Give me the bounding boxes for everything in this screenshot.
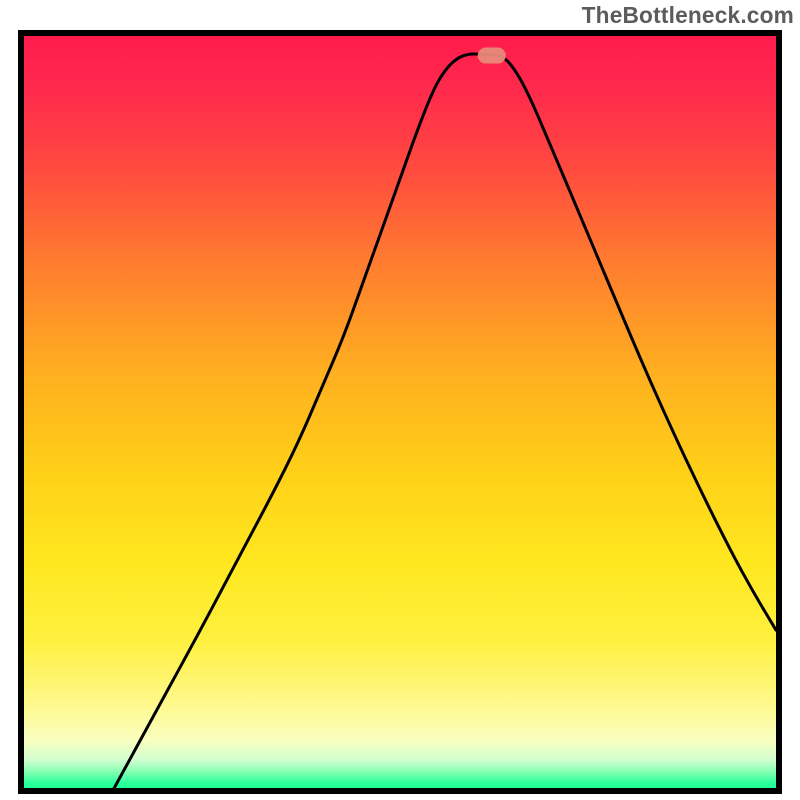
bottleneck-chart-svg: [18, 30, 782, 794]
watermark-text: TheBottleneck.com: [582, 2, 794, 29]
chart-frame: TheBottleneck.com: [0, 0, 800, 800]
min-marker: [478, 48, 506, 64]
plot-area: [18, 30, 782, 794]
gradient-background: [18, 30, 782, 794]
